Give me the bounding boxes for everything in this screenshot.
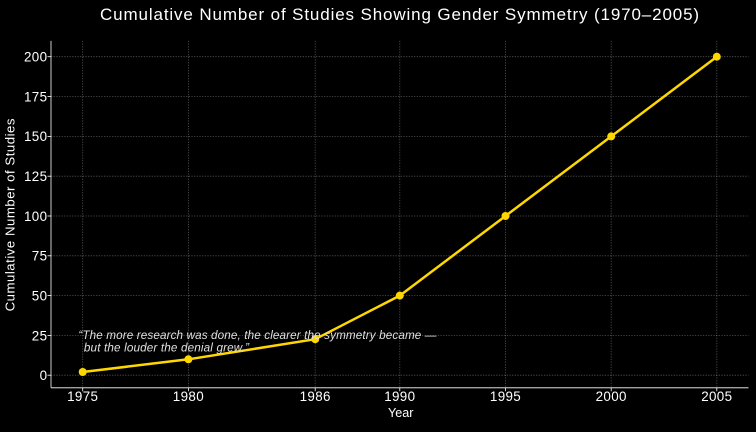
svg-text:50: 50 xyxy=(32,289,48,304)
svg-text:0: 0 xyxy=(40,368,48,383)
svg-text:but the louder the denial grew: but the louder the denial grew.” xyxy=(84,341,250,354)
svg-text:2000: 2000 xyxy=(596,389,627,404)
svg-text:1990: 1990 xyxy=(384,389,415,404)
svg-text:150: 150 xyxy=(24,129,47,144)
svg-text:1975: 1975 xyxy=(67,389,98,404)
svg-text:“The more research was done, t: “The more research was done, the clearer… xyxy=(78,329,436,342)
svg-text:125: 125 xyxy=(24,169,47,184)
svg-text:1980: 1980 xyxy=(173,389,204,404)
svg-text:1995: 1995 xyxy=(490,389,521,404)
svg-text:175: 175 xyxy=(24,89,47,104)
svg-text:100: 100 xyxy=(24,209,47,224)
svg-text:Year: Year xyxy=(388,406,413,420)
svg-text:2005: 2005 xyxy=(701,389,732,404)
svg-text:75: 75 xyxy=(32,249,48,264)
svg-text:200: 200 xyxy=(24,50,47,65)
svg-text:25: 25 xyxy=(32,328,48,343)
svg-text:Cumulative Number of Studies: Cumulative Number of Studies xyxy=(3,118,18,311)
svg-text:Cumulative Number of Studies S: Cumulative Number of Studies Showing Gen… xyxy=(100,5,700,24)
svg-text:1986: 1986 xyxy=(300,389,331,404)
